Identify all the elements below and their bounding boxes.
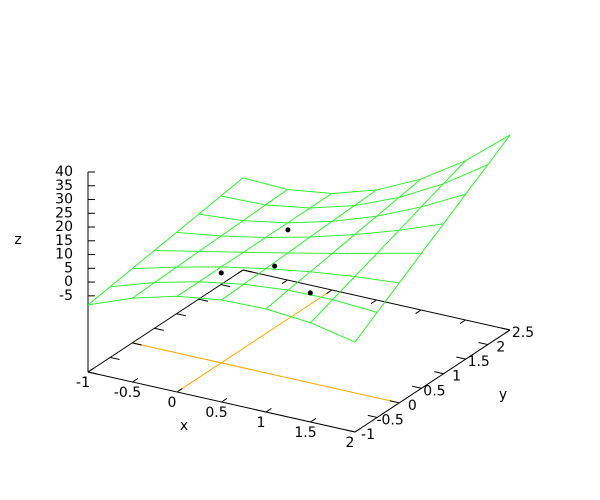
- z-tick-label: 0: [64, 274, 73, 290]
- x-tick: [132, 378, 139, 383]
- surface-line: [176, 193, 333, 297]
- data-point: [307, 290, 313, 296]
- y-tick: [389, 400, 400, 404]
- data-point: [285, 227, 291, 233]
- x-tick-label: 0.5: [205, 405, 227, 421]
- x-tick: [221, 398, 228, 403]
- y-tick-label: 1.5: [468, 354, 490, 370]
- y-tick-label: -1: [361, 427, 375, 443]
- z-tick-label: -5: [59, 288, 73, 304]
- surface-line: [220, 164, 489, 209]
- data-point: [218, 270, 224, 276]
- x-tick-label: -1: [76, 375, 90, 391]
- y-tick-label: 2.5: [512, 325, 534, 341]
- x-tick: [459, 319, 466, 324]
- z-tick-label: 40: [55, 164, 73, 180]
- y-tick: [176, 313, 187, 317]
- x-tick: [354, 428, 361, 433]
- base-edge: [87, 269, 244, 373]
- x-tick: [87, 368, 94, 373]
- zero-axis: [176, 289, 333, 393]
- x-tick-label: 2: [346, 435, 355, 451]
- y-tick: [434, 371, 444, 375]
- surface-line: [242, 134, 511, 194]
- y-tick: [87, 371, 98, 375]
- z-tick-label: 5: [64, 260, 73, 276]
- y-tick-label: 2: [496, 340, 505, 356]
- y-tick: [345, 429, 356, 433]
- x-tick: [326, 289, 333, 294]
- x-tick-label: 0: [168, 395, 177, 411]
- y-tick: [500, 327, 511, 331]
- y-axis-label: y: [499, 387, 507, 403]
- surface-line: [87, 295, 356, 343]
- z-tick-label: 15: [55, 233, 73, 249]
- x-tick: [176, 388, 183, 393]
- y-tick-label: 1: [452, 369, 461, 385]
- x-tick-label: 1.5: [294, 425, 316, 441]
- x-tick: [504, 329, 511, 334]
- y-tick: [411, 385, 422, 389]
- x-tick: [265, 408, 272, 413]
- y-tick-label: 0.5: [423, 383, 445, 399]
- x-tick: [415, 309, 422, 314]
- y-tick: [154, 327, 164, 331]
- x-tick-label: -0.5: [114, 385, 141, 401]
- x-axis-label: x: [180, 418, 188, 434]
- x-tick: [310, 418, 317, 423]
- surface-line: [132, 189, 288, 299]
- base-edge: [354, 329, 511, 433]
- x-tick: [370, 299, 377, 304]
- x-tick-label: 1: [257, 415, 266, 431]
- y-tick: [367, 414, 378, 418]
- surface-line: [265, 178, 422, 310]
- data-point: [272, 263, 278, 269]
- surface-line: [198, 193, 466, 224]
- y-tick: [220, 284, 231, 288]
- y-tick: [110, 356, 120, 361]
- y-tick-label: 0: [408, 398, 417, 414]
- y-tick-label: -0.5: [376, 412, 403, 428]
- zero-axis: [132, 342, 400, 404]
- y-tick: [242, 269, 253, 273]
- y-tick: [456, 356, 466, 360]
- z-axis-label: z: [14, 232, 21, 248]
- y-tick: [198, 298, 209, 302]
- z-tick-label: 35: [55, 178, 73, 194]
- surface-line: [310, 160, 466, 324]
- y-tick: [132, 342, 142, 346]
- surface-line: [87, 177, 244, 306]
- z-tick-label: 20: [55, 219, 73, 235]
- x-tick: [237, 269, 244, 274]
- z-tick-label: 10: [55, 247, 73, 263]
- z-tick-label: 25: [55, 205, 73, 221]
- surface-line: [354, 134, 511, 343]
- z-tick-label: 30: [55, 192, 73, 208]
- surface-line: [221, 189, 377, 301]
- x-tick: [281, 279, 288, 284]
- y-tick: [478, 341, 488, 346]
